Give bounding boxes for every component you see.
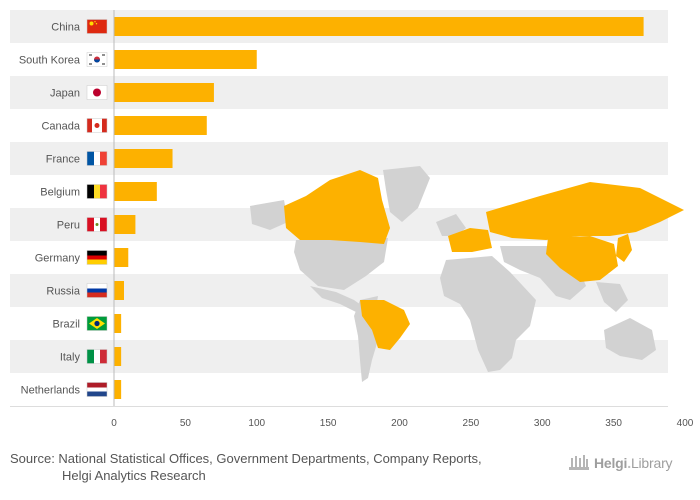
- x-tick-label-250: 250: [463, 418, 480, 429]
- map-peru-brazil: [360, 300, 410, 350]
- map-usa: [294, 238, 388, 290]
- bar-peru: [114, 215, 136, 234]
- bar-netherlands: [114, 380, 122, 399]
- category-label-russia: Russia: [46, 286, 81, 298]
- map-southeast-asia: [596, 282, 628, 312]
- category-label-italy: Italy: [60, 352, 81, 364]
- map-alaska: [250, 200, 288, 230]
- x-tick-label-200: 200: [391, 418, 408, 429]
- row-band: [10, 142, 668, 175]
- x-tick-label-100: 100: [248, 418, 265, 429]
- source-line-1: Source: National Statistical Offices, Go…: [10, 451, 482, 466]
- chart-canvas: China South Korea Japan Canada France Belgium…: [10, 10, 694, 429]
- source-note: Source: National Statistical Offices, Go…: [10, 450, 550, 484]
- bar-south-korea: [114, 50, 257, 69]
- bar-china: [114, 17, 644, 36]
- flag-brazil: [86, 316, 108, 331]
- flag-italy: [86, 349, 108, 364]
- flag-germany: [86, 250, 108, 265]
- map-north-europe: [436, 214, 466, 236]
- category-label-brazil: Brazil: [52, 319, 80, 331]
- flag-peru: [86, 217, 108, 232]
- map-greenland: [383, 166, 430, 222]
- category-label-belgium: Belgium: [40, 187, 80, 199]
- flag-south-korea: [86, 52, 108, 67]
- logo-brand-a: Helgi: [594, 455, 628, 471]
- category-label-china: China: [51, 22, 81, 34]
- bar-chart: China South Korea Japan Canada France Belgium…: [10, 10, 694, 429]
- world-map: [250, 166, 684, 382]
- flag-russia: [86, 283, 108, 298]
- map-mexico-central-america: [310, 286, 368, 314]
- flag-canada: [86, 118, 108, 133]
- bar-japan: [114, 83, 214, 102]
- category-label-south-korea: South Korea: [19, 55, 81, 67]
- flag-belgium: [86, 184, 108, 199]
- x-tick-label-300: 300: [534, 418, 551, 429]
- map-russia: [486, 182, 684, 240]
- category-label-japan: Japan: [50, 88, 80, 100]
- library-icon: [569, 455, 589, 470]
- map-africa: [440, 256, 536, 372]
- bar-canada: [114, 116, 207, 135]
- flag-netherlands: [86, 382, 108, 397]
- logo-brand-b: Library: [630, 455, 673, 471]
- bar-russia: [114, 281, 124, 300]
- row-band: [10, 340, 668, 373]
- map-europe: [448, 228, 492, 252]
- row-band: [10, 76, 668, 109]
- category-label-germany: Germany: [35, 253, 81, 265]
- map-australia: [604, 318, 656, 360]
- source-line-2: Helgi Analytics Research: [62, 468, 206, 483]
- flag-japan: [86, 85, 108, 100]
- category-label-france: France: [46, 154, 80, 166]
- flag-china: [86, 19, 108, 34]
- x-tick-label-50: 50: [180, 418, 192, 429]
- map-china: [546, 236, 618, 282]
- category-label-canada: Canada: [41, 121, 80, 133]
- bar-germany: [114, 248, 129, 267]
- map-japan-korea: [616, 234, 632, 262]
- bar-brazil: [114, 314, 122, 333]
- x-tick-label-0: 0: [111, 418, 117, 429]
- bar-italy: [114, 347, 122, 366]
- map-canada: [284, 170, 390, 244]
- x-tick-label-150: 150: [320, 418, 337, 429]
- x-tick-label-350: 350: [605, 418, 622, 429]
- category-label-netherlands: Netherlands: [21, 385, 81, 397]
- bar-france: [114, 149, 173, 168]
- flag-france: [86, 151, 108, 166]
- category-label-peru: Peru: [57, 220, 80, 232]
- helgi-library-logo[interactable]: Helgi.Library: [568, 452, 693, 474]
- x-tick-label-400: 400: [677, 418, 694, 429]
- bar-belgium: [114, 182, 157, 201]
